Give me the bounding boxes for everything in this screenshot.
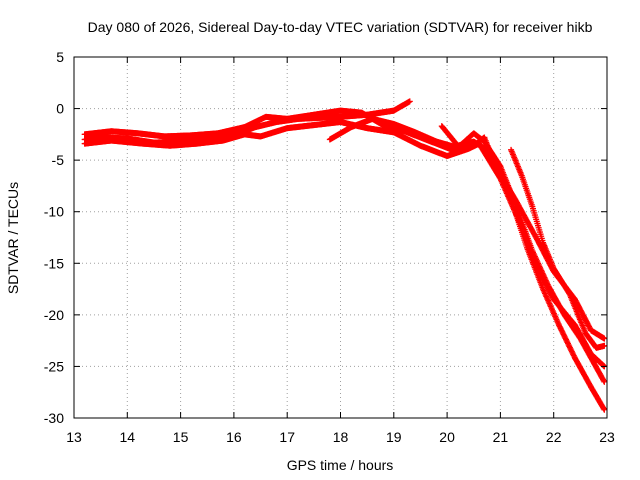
x-tick-label: 22 (546, 429, 562, 445)
x-tick-label: 18 (333, 429, 349, 445)
y-tick-label: -30 (44, 410, 64, 426)
data-point (601, 335, 608, 342)
x-tick-label: 15 (173, 429, 189, 445)
axis-ticks: 13 14 15 16 17 18 19 20 21 22 23 5 0 -5 -10 -15 -20 -25 -3… (44, 49, 615, 445)
x-tick-label: 17 (279, 429, 295, 445)
series-day-4 (326, 115, 608, 385)
data-point (601, 342, 608, 349)
x-axis-label: GPS time / hours (287, 457, 394, 473)
data-point (601, 406, 608, 413)
y-tick-label: -25 (44, 358, 64, 374)
x-tick-label: 14 (120, 429, 136, 445)
y-tick-label: 0 (56, 101, 64, 117)
chart-title: Day 080 of 2026, Sidereal Day-to-day VTE… (88, 19, 593, 35)
x-tick-label: 13 (66, 429, 82, 445)
x-tick-label: 20 (439, 429, 455, 445)
series-day-5 (438, 123, 608, 413)
y-axis-label: SDTVAR / TECUs (5, 182, 21, 294)
y-tick-label: -5 (52, 152, 65, 168)
y-tick-label: 5 (56, 49, 64, 65)
y-tick-label: -10 (44, 204, 64, 220)
y-tick-label: -15 (44, 255, 64, 271)
y-tick-label: -20 (44, 307, 64, 323)
series-day-6 (508, 146, 608, 351)
x-tick-label: 21 (493, 429, 509, 445)
x-tick-label: 16 (226, 429, 242, 445)
x-tick-label: 19 (386, 429, 402, 445)
data-point (406, 98, 413, 105)
data-series (81, 98, 608, 413)
x-tick-label: 23 (599, 429, 615, 445)
data-point (601, 378, 608, 385)
